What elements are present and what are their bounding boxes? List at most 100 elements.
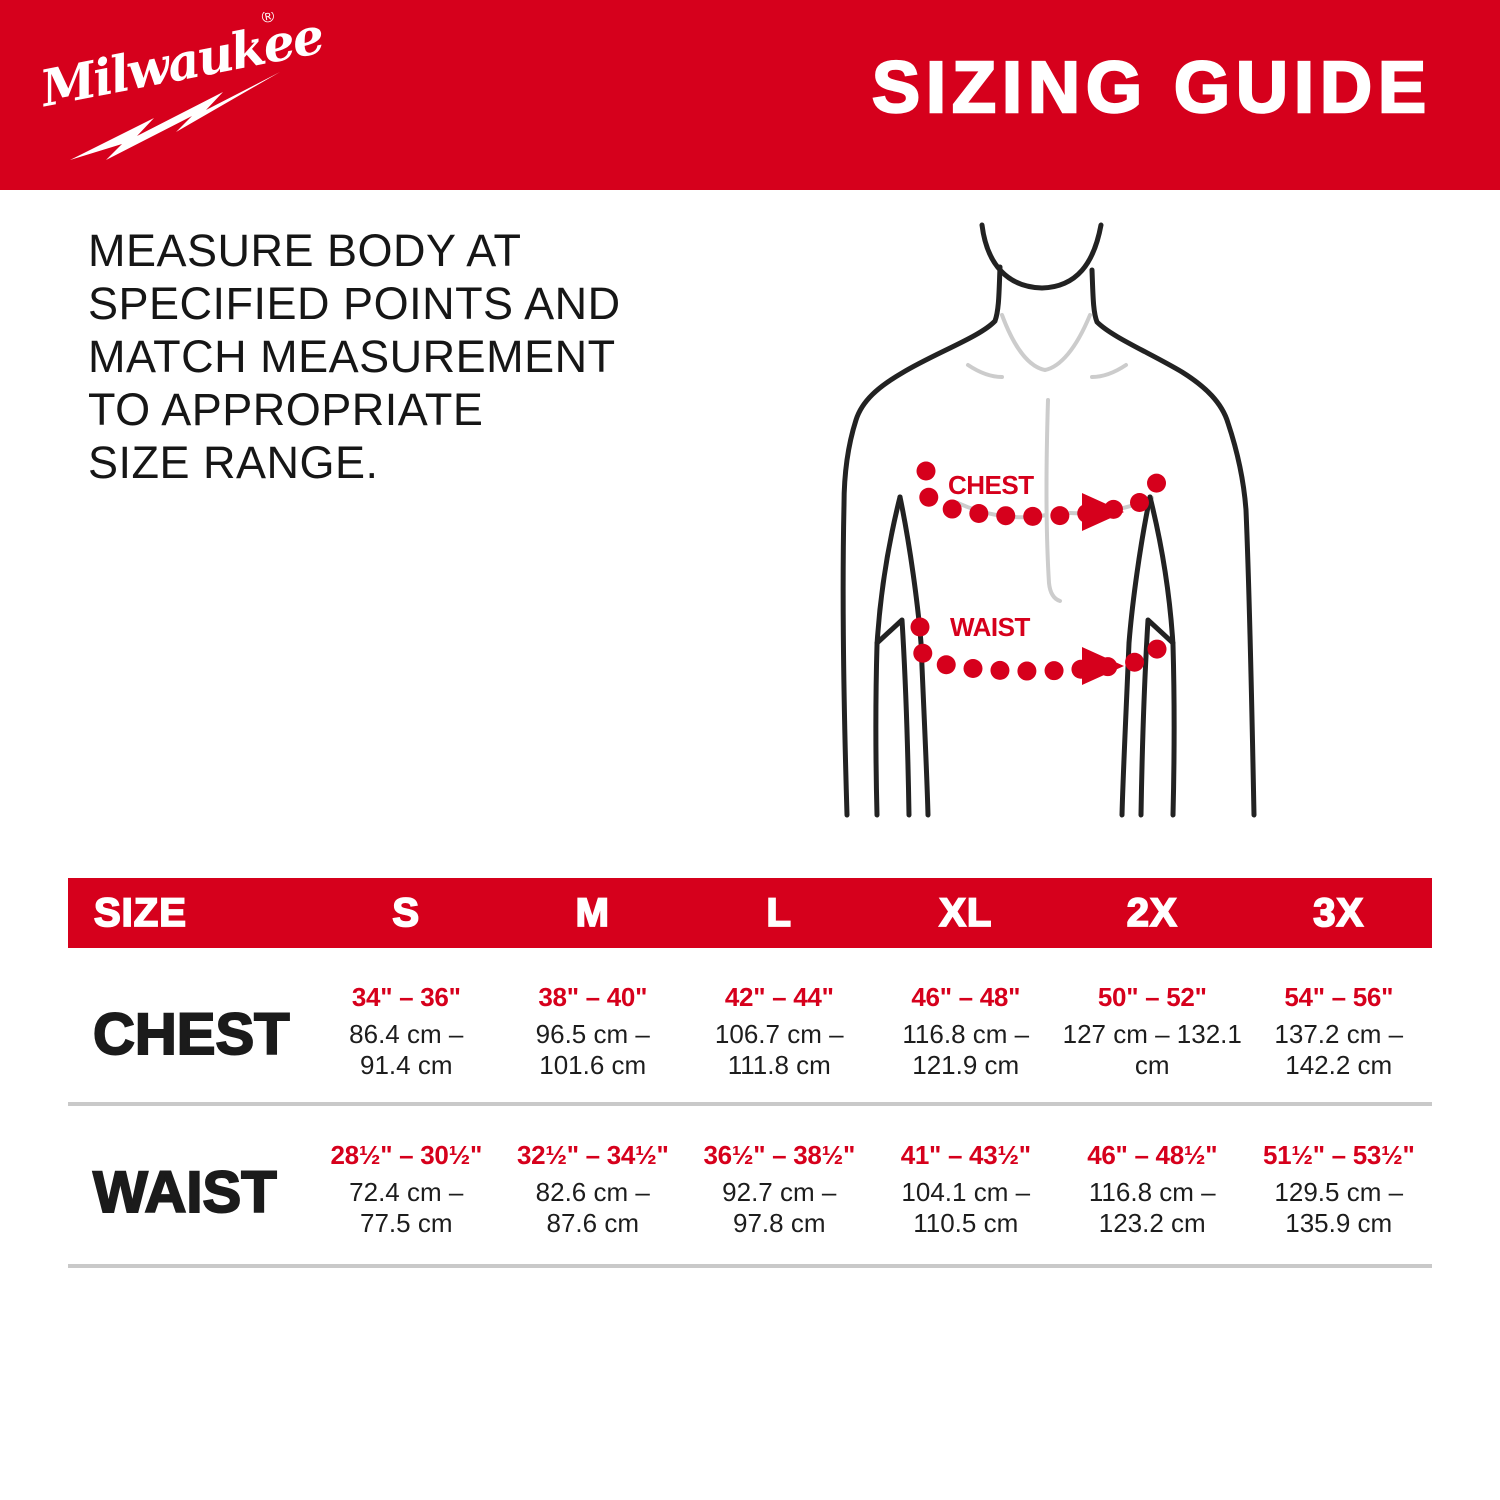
table-row-waist: WAIST 28½" – 30½" 72.4 cm – 77.5 cm 32½"… bbox=[68, 1106, 1432, 1268]
waist-m-cell: 32½" – 34½" 82.6 cm – 87.6 cm bbox=[500, 1142, 687, 1264]
right-shoulder-arm bbox=[1089, 267, 1257, 818]
inches-range: 42" – 44" bbox=[724, 982, 834, 1012]
row-label-waist: WAIST bbox=[92, 1160, 278, 1225]
chest-3x-cell: 54" – 56" 137.2 cm – 142.2 cm bbox=[1246, 984, 1433, 1102]
header-band: Milwaukee ® SIZING GUIDE bbox=[0, 0, 1500, 190]
torso-figure-svg: CHEST WAIST bbox=[840, 222, 1257, 818]
instructions-line: TO APPROPRIATE bbox=[88, 384, 484, 435]
waist-xl-cell: 41" – 43½" 104.1 cm – 110.5 cm bbox=[873, 1142, 1060, 1264]
cm-line2: 91.4 cm bbox=[360, 1050, 453, 1080]
left-inner-arm bbox=[873, 494, 903, 818]
size-table: SIZE S M L XL 2X 3X CHEST 34" – 36" 86.4… bbox=[68, 878, 1432, 1268]
page-title: SIZING GUIDE bbox=[871, 48, 1432, 128]
chin-line bbox=[979, 222, 1104, 291]
measurement-lines: CHEST WAIST bbox=[909, 457, 1171, 685]
right-torso-side bbox=[1119, 494, 1153, 818]
left-shoulder-arm bbox=[840, 264, 1003, 818]
instructions-line: MATCH MEASUREMENT bbox=[88, 331, 616, 382]
cm-line1: 116.8 cm – bbox=[902, 1019, 1030, 1049]
milwaukee-logo-text: Milwaukee bbox=[34, 12, 328, 119]
body-outline bbox=[840, 222, 1257, 818]
cm-line1: 72.4 cm – bbox=[349, 1177, 464, 1207]
waist-dotted-line bbox=[909, 615, 1171, 681]
cm-range: 86.4 cm – 91.4 cm bbox=[313, 1019, 500, 1081]
instructions-text: MEASURE BODY AT SPECIFIED POINTS AND MAT… bbox=[88, 224, 648, 489]
cm-line2: 121.9 cm bbox=[912, 1050, 1020, 1080]
cm-range: 106.7 cm – 111.8 cm bbox=[686, 1019, 873, 1081]
col-header-xl: XL bbox=[938, 891, 993, 935]
gray-anatomy-lines bbox=[956, 313, 1154, 603]
chest-2x-cell: 50" – 52" 127 cm – 132.1 cm bbox=[1059, 984, 1246, 1102]
cm-line2: 87.6 cm bbox=[546, 1208, 640, 1238]
cm-line2: 97.8 cm bbox=[733, 1208, 826, 1238]
inches-range: 28½" – 30½" bbox=[330, 1140, 483, 1170]
cm-line2: 111.8 cm bbox=[727, 1050, 831, 1080]
inches-range: 50" – 52" bbox=[1097, 982, 1207, 1012]
cm-line1: 127 cm – 132.1 bbox=[1062, 1019, 1242, 1049]
cm-line1: 137.2 cm – bbox=[1274, 1019, 1404, 1049]
cm-range: 104.1 cm – 110.5 cm bbox=[873, 1177, 1060, 1239]
inches-range: 51½" – 53½" bbox=[1263, 1140, 1415, 1170]
cm-range: 96.5 cm – 101.6 cm bbox=[500, 1019, 687, 1081]
col-header-2x: 2X bbox=[1126, 891, 1178, 935]
col-header-s: S bbox=[392, 891, 421, 935]
size-table-header: SIZE S M L XL 2X 3X bbox=[68, 878, 1432, 948]
waist-arrow-icon bbox=[1082, 647, 1124, 685]
chest-measure-label: CHEST bbox=[948, 470, 1034, 500]
col-header-size: SIZE bbox=[93, 891, 187, 935]
cm-line1: 116.8 cm – bbox=[1088, 1177, 1216, 1207]
cm-line1: 106.7 cm – bbox=[714, 1019, 844, 1049]
waist-measure-label: WAIST bbox=[950, 612, 1030, 642]
left-torso-side bbox=[897, 494, 931, 818]
torso-illustration: CHEST WAIST bbox=[830, 215, 1300, 855]
cm-line1: 129.5 cm – bbox=[1274, 1177, 1404, 1207]
instructions-line: MEASURE BODY AT bbox=[88, 225, 522, 276]
row-label-chest: CHEST bbox=[92, 1002, 291, 1067]
waist-2x-cell: 46" – 48½" 116.8 cm – 123.2 cm bbox=[1059, 1142, 1246, 1264]
cm-line2: cm bbox=[1134, 1050, 1170, 1080]
cm-line2: 110.5 cm bbox=[913, 1208, 1019, 1238]
inches-range: 34" – 36" bbox=[351, 982, 461, 1012]
col-header-m: M bbox=[575, 891, 610, 935]
cm-line1: 96.5 cm – bbox=[535, 1019, 650, 1049]
chest-xl-cell: 46" – 48" 116.8 cm – 121.9 cm bbox=[873, 984, 1060, 1102]
inches-range: 46" – 48" bbox=[911, 982, 1021, 1012]
chest-arrow-icon bbox=[1082, 493, 1124, 531]
instructions-line: SPECIFIED POINTS AND bbox=[88, 278, 621, 329]
col-header-l: L bbox=[766, 891, 792, 935]
chest-m-cell: 38" – 40" 96.5 cm – 101.6 cm bbox=[500, 984, 687, 1102]
waist-3x-cell: 51½" – 53½" 129.5 cm – 135.9 cm bbox=[1246, 1142, 1433, 1264]
table-row-chest: CHEST 34" – 36" 86.4 cm – 91.4 cm 38" – … bbox=[68, 948, 1432, 1106]
cm-line2: 77.5 cm bbox=[360, 1208, 453, 1238]
waist-s-cell: 28½" – 30½" 72.4 cm – 77.5 cm bbox=[313, 1142, 500, 1264]
cm-line1: 104.1 cm – bbox=[901, 1177, 1031, 1207]
inches-range: 41" – 43½" bbox=[900, 1140, 1031, 1170]
waist-l-cell: 36½" – 38½" 92.7 cm – 97.8 cm bbox=[686, 1142, 873, 1264]
cm-line1: 82.6 cm – bbox=[535, 1177, 650, 1207]
inches-range: 46" – 48½" bbox=[1087, 1140, 1218, 1170]
milwaukee-logo: Milwaukee ® bbox=[34, 12, 328, 160]
cm-line1: 92.7 cm – bbox=[722, 1177, 837, 1207]
inches-range: 36½" – 38½" bbox=[703, 1140, 856, 1170]
cm-line2: 101.6 cm bbox=[539, 1050, 647, 1080]
chest-dotted-line bbox=[915, 457, 1167, 526]
cm-range: 127 cm – 132.1 cm bbox=[1059, 1019, 1246, 1081]
left-forearm bbox=[874, 617, 912, 818]
inches-range: 38" – 40" bbox=[538, 982, 648, 1012]
chest-l-cell: 42" – 44" 106.7 cm – 111.8 cm bbox=[686, 984, 873, 1102]
cm-line2: 123.2 cm bbox=[1098, 1208, 1206, 1238]
registered-mark: ® bbox=[260, 12, 276, 27]
cm-range: 137.2 cm – 142.2 cm bbox=[1246, 1019, 1433, 1081]
right-forearm bbox=[1138, 617, 1176, 818]
cm-range: 129.5 cm – 135.9 cm bbox=[1246, 1177, 1433, 1239]
cm-range: 116.8 cm – 121.9 cm bbox=[873, 1019, 1060, 1081]
cm-range: 116.8 cm – 123.2 cm bbox=[1059, 1177, 1246, 1239]
col-header-3x: 3X bbox=[1312, 891, 1365, 935]
cm-range: 72.4 cm – 77.5 cm bbox=[313, 1177, 500, 1239]
instructions-line: SIZE RANGE. bbox=[88, 437, 379, 488]
cm-line1: 86.4 cm – bbox=[349, 1019, 464, 1049]
inches-range: 54" – 56" bbox=[1284, 982, 1394, 1012]
chest-s-cell: 34" – 36" 86.4 cm – 91.4 cm bbox=[313, 984, 500, 1102]
cm-line2: 142.2 cm bbox=[1285, 1050, 1393, 1080]
